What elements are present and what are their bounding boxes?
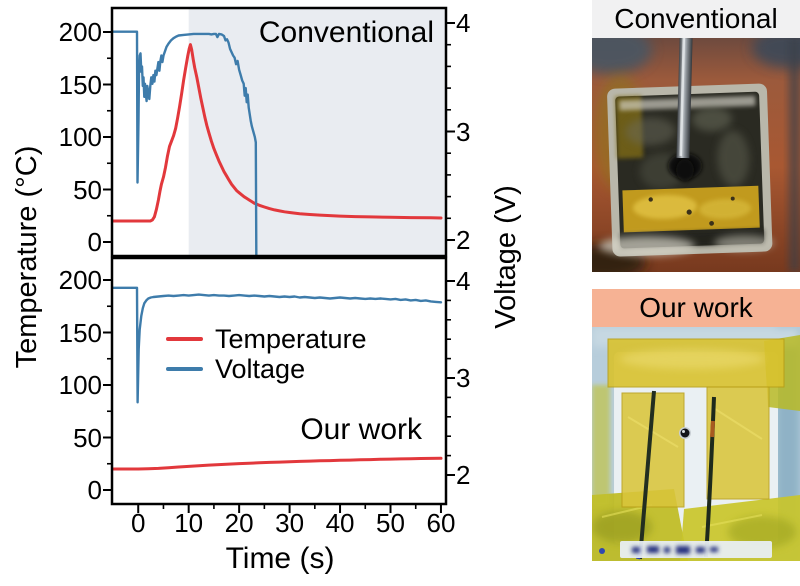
tick-label: 40 <box>325 508 355 538</box>
legend: Temperature Voltage <box>166 324 367 384</box>
legend-label-voltage: Voltage <box>215 354 306 384</box>
tick-label: 4 <box>456 266 471 296</box>
tick-label: 3 <box>456 363 471 393</box>
tick-label: 30 <box>275 508 305 538</box>
tick-label: 0 <box>87 475 102 505</box>
panel-title-conventional: Conventional <box>258 16 434 49</box>
nail-rod <box>668 38 702 181</box>
tick-label: 2 <box>456 460 471 490</box>
voltage-line-swatch <box>166 367 203 371</box>
panel-title-our-work: Our work <box>300 413 422 446</box>
tick-label: 4 <box>456 8 471 38</box>
tick-label: 100 <box>58 122 102 152</box>
legend-row-temperature: Temperature <box>166 324 367 354</box>
tick-label: 0 <box>130 508 146 538</box>
tick-label: 3 <box>456 116 471 147</box>
tick-label: 150 <box>58 69 102 100</box>
tick-label: 50 <box>376 508 405 538</box>
time-axis-label: Time (s) <box>225 542 335 575</box>
tick-label: 60 <box>426 508 456 538</box>
photo-caption-conventional: Conventional <box>592 0 800 38</box>
photo-our-work-intact-cell <box>592 327 800 561</box>
photo-conventional-burnt-cell <box>592 38 800 272</box>
tick-label: 50 <box>73 174 102 205</box>
tick-label: 150 <box>58 317 102 348</box>
voltage-line-conventional <box>113 30 258 255</box>
tick-label: 20 <box>224 508 254 538</box>
legend-label-temperature: Temperature <box>215 324 367 354</box>
temperature-line-swatch <box>166 337 203 341</box>
tick-label: 100 <box>58 370 102 400</box>
tick-label: 2 <box>456 225 471 255</box>
nail-hole <box>679 427 691 439</box>
label-strip <box>599 541 772 558</box>
tick-label: 50 <box>73 422 102 453</box>
tick-label: 200 <box>58 17 102 47</box>
photo-caption-our-work: Our work <box>592 289 800 327</box>
tick-label: 10 <box>174 508 204 538</box>
tick-label: 200 <box>58 265 102 295</box>
legend-row-voltage: Voltage <box>166 354 367 384</box>
temperature-line-our-work <box>113 456 443 471</box>
tick-label: 0 <box>87 227 102 257</box>
temperature-axis-label: Temperature (°C) <box>11 145 43 369</box>
temperature-line-conventional <box>113 43 443 223</box>
